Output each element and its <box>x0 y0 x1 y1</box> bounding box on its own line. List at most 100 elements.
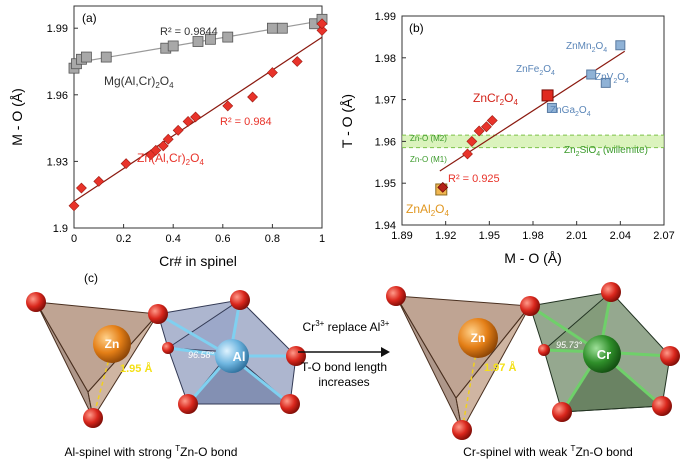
mg-point <box>100 51 112 63</box>
panel-label-c: (c) <box>84 271 98 285</box>
label-znga2o4: ZnGa2O4 <box>550 105 591 118</box>
bond-length-right: 1.97 Å <box>484 361 516 374</box>
zn-point <box>222 100 234 112</box>
point-zn-al-cr <box>473 125 485 137</box>
band-label-willemite: Zn2SiO4 (willemite) <box>564 145 648 158</box>
zn-point <box>68 200 80 212</box>
point-znv2o4 <box>600 77 611 88</box>
arrow-text-line1: Cr3+ replace Al3+ <box>303 319 390 334</box>
point-zn-al-cr <box>462 148 473 160</box>
x-axis-label-a: Cr# in spinel <box>159 253 237 269</box>
point-zn-al-cr <box>486 115 498 126</box>
point-znga2o4 <box>546 102 557 113</box>
panel-label-a: (a) <box>82 11 97 25</box>
zn-point <box>266 67 278 79</box>
caption-left: Al-spinel with strong TZn-O bond <box>65 444 238 459</box>
zn-point <box>172 124 184 136</box>
point-zn-al-cr <box>466 135 478 147</box>
mg-point <box>222 31 234 43</box>
points-a <box>68 13 328 212</box>
zn-atom-left <box>93 325 131 363</box>
r2-zn-label: R² = 0.984 <box>220 116 272 128</box>
y-tick-label-b: 1.99 <box>375 11 396 23</box>
label-znal2o4: ZnAl2O4 <box>406 202 449 218</box>
angle-left: 96.58° <box>188 350 215 360</box>
x-tick-label-b: 1.95 <box>479 230 500 242</box>
x-tick-label-b: 2.04 <box>610 230 631 242</box>
mg-point <box>276 22 288 34</box>
zn-point <box>190 111 201 123</box>
x-tick-label-b: 1.98 <box>522 230 543 242</box>
zn-point <box>93 175 105 187</box>
y-tick-label-b: 1.97 <box>375 95 396 107</box>
x-tick-label-a: 1 <box>319 233 325 245</box>
oxygen-atoms-right <box>386 282 680 440</box>
arrow-text-line3: increases <box>318 375 369 389</box>
y-tick-label-a: 1.99 <box>47 23 68 35</box>
panel-b: 1.89 1.92 1.95 1.98 2.01 2.04 2.07 1.94 1.95 1.96… <box>339 11 675 266</box>
point-zn-al-cr <box>437 181 449 193</box>
axis-ticks-b: 1.89 1.92 1.95 1.98 2.01 2.04 2.07 1.94 1.95 1.96… <box>375 11 675 242</box>
x-tick-label-b: 2.07 <box>653 230 674 242</box>
bond-length-left: 1.95 Å <box>120 362 152 375</box>
zn-atom-right <box>458 318 498 358</box>
zn-tetrahedron-left <box>35 301 160 420</box>
angle-right: 95.73° <box>556 340 583 350</box>
zn-point <box>157 140 169 152</box>
x-tick-label-a: 0.2 <box>116 233 131 245</box>
zn-series-label: Zn(Al,Cr)2O4 <box>137 151 204 167</box>
mg-point <box>266 22 278 34</box>
mg-series-label: Mg(Al,Cr)2O4 <box>104 74 174 90</box>
panel-c: (c) <box>26 271 680 459</box>
al-atom <box>215 339 249 373</box>
y-axis-label-b: T - O (Å) <box>339 94 355 148</box>
band-label-m1: Zn-O (M1) <box>410 155 447 164</box>
panel-label-b: (b) <box>409 21 424 35</box>
mg-point <box>81 51 92 63</box>
caption-right: Cr-spinel with weak TZn-O bond <box>463 444 633 459</box>
point-zn-al-cr <box>480 121 492 133</box>
arrow-head <box>381 347 390 357</box>
x-tick-label-b: 1.92 <box>435 230 456 242</box>
y-tick-label-b: 1.94 <box>375 220 396 232</box>
y-tick-label-b: 1.98 <box>375 53 396 65</box>
zn-point <box>316 24 328 36</box>
mg-point <box>192 36 204 47</box>
zn-label-right: Zn <box>471 331 486 345</box>
label-znv2o4: ZnV2O4 <box>595 72 629 85</box>
cr-atom <box>583 335 621 373</box>
zn-point <box>316 18 328 30</box>
x-tick-label-a: 0.8 <box>265 233 280 245</box>
zn-point <box>150 144 162 156</box>
y-tick-label-b: 1.96 <box>375 136 396 148</box>
al-label: Al <box>233 349 246 364</box>
zn-point <box>120 158 132 170</box>
y-tick-label-a: 1.93 <box>47 156 68 168</box>
x-axis-label-b: M - O (Å) <box>504 250 562 266</box>
point-znmn2o4 <box>615 40 626 51</box>
points-b <box>435 40 626 196</box>
r2-label-b: R² = 0.925 <box>448 173 500 185</box>
y-tick-label-a: 1.9 <box>53 223 68 235</box>
y-tick-label-a: 1.96 <box>47 90 68 102</box>
point-znfe2o4 <box>586 69 597 80</box>
oxygen-atoms-left <box>26 290 306 428</box>
label-znfe2o4: ZnFe2O4 <box>516 64 555 77</box>
band-fill <box>402 135 664 148</box>
band-label-m2: Zn-O (M2) <box>410 134 447 143</box>
x-tick-label-a: 0.6 <box>215 233 230 245</box>
zn-point <box>76 182 87 194</box>
trendlines-a <box>73 20 323 202</box>
y-tick-label-b: 1.95 <box>375 178 396 190</box>
panel-a: 0 0.2 0.4 0.6 0.8 1 1.9 1.93 1.96 1.99 (a) R² = 0… <box>9 5 328 269</box>
mg-point <box>167 40 179 52</box>
mg-point <box>204 33 216 45</box>
axis-ticks-a: 0 0.2 0.4 0.6 0.8 1 1.9 1.93 1.96 1.99 <box>47 23 325 245</box>
x-tick-label-b: 1.89 <box>391 230 412 242</box>
arrow-text-line2: T-O bond length <box>301 360 387 374</box>
r2-mg-label: R² = 0.9844 <box>160 26 218 38</box>
label-zncr2o4: ZnCr2O4 <box>473 91 518 107</box>
zn-point <box>182 116 194 127</box>
zn-point <box>162 133 174 145</box>
zn-point <box>291 56 303 67</box>
